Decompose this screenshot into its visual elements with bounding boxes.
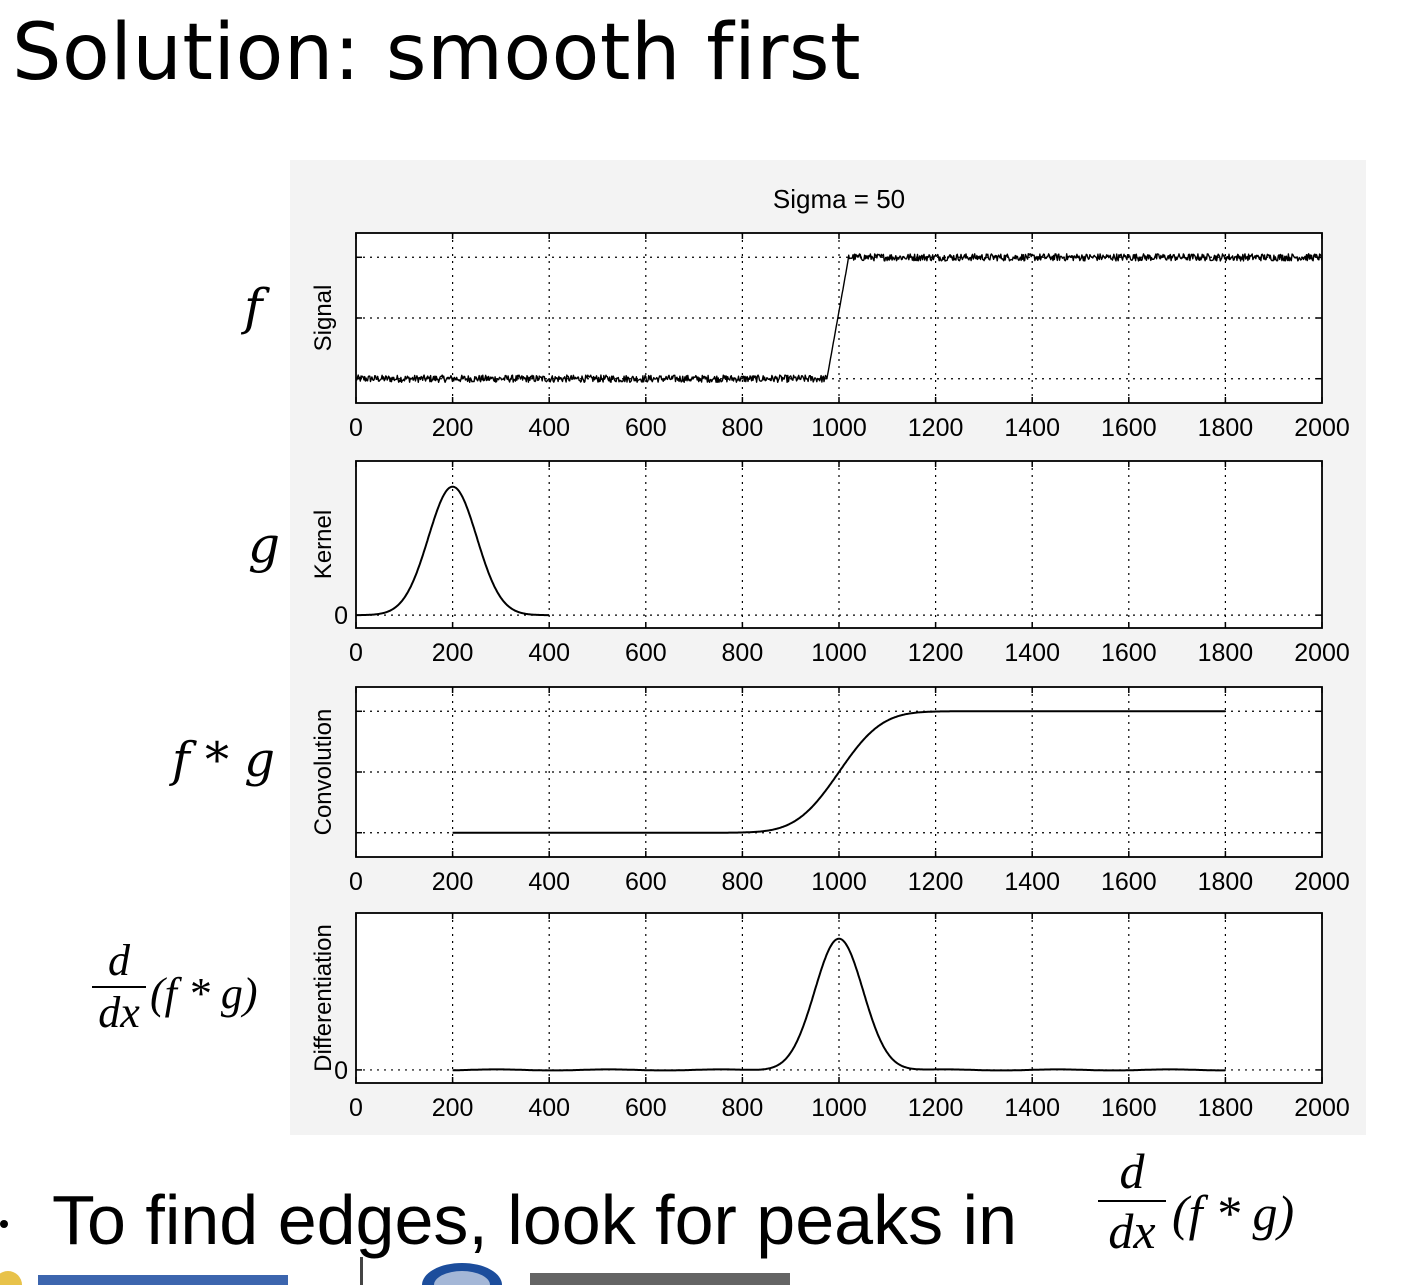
bullet-dot bbox=[0, 1220, 8, 1228]
y-axis-label: Kernel bbox=[310, 510, 337, 579]
x-tick-label: 1800 bbox=[1198, 868, 1254, 896]
y-axis-label: Differentiation bbox=[310, 924, 337, 1072]
x-tick-label: 1400 bbox=[1004, 1094, 1060, 1122]
x-tick-label: 800 bbox=[722, 1094, 764, 1122]
footer-logo-strip bbox=[0, 1255, 1414, 1285]
x-tick-label: 1400 bbox=[1004, 414, 1060, 442]
label-derivative-fraction: d dx bbox=[92, 938, 146, 1036]
x-tick-label: 1800 bbox=[1198, 414, 1254, 442]
axes-frame bbox=[355, 232, 1323, 404]
sun-logo-icon bbox=[0, 1271, 22, 1285]
bullet-frac-denominator-dx: dx bbox=[1108, 1203, 1156, 1259]
x-tick-label: 1000 bbox=[811, 868, 867, 896]
x-tick-label: 200 bbox=[432, 414, 474, 442]
slide-title: Solution: smooth first bbox=[12, 8, 862, 98]
axes-background-2 bbox=[356, 461, 1322, 628]
y-axis-label: Convolution bbox=[310, 709, 337, 836]
x-tick-label: 2000 bbox=[1294, 414, 1350, 442]
bullet-fraction-bar bbox=[1098, 1200, 1166, 1202]
x-tick-label: 600 bbox=[625, 868, 667, 896]
series-line-kernel bbox=[356, 485, 550, 617]
axes-frame bbox=[355, 912, 1323, 1084]
axes-frame bbox=[355, 686, 1323, 858]
x-tick-label: 1800 bbox=[1198, 1094, 1254, 1122]
series-line-differentiation bbox=[452, 937, 1226, 1072]
x-tick-label: 1600 bbox=[1101, 868, 1157, 896]
x-tick-label: 1600 bbox=[1101, 414, 1157, 442]
chart-title: Sigma = 50 bbox=[773, 184, 905, 214]
bullet-text: To find edges, look for peaks in bbox=[52, 1181, 1018, 1259]
x-tick-label: 1200 bbox=[908, 639, 964, 667]
x-tick-label: 1200 bbox=[908, 868, 964, 896]
x-tick-label: 2000 bbox=[1294, 1094, 1350, 1122]
institute-logo-icon bbox=[38, 1275, 288, 1285]
x-tick-label: 400 bbox=[528, 868, 570, 896]
frac-denominator-dx: dx bbox=[98, 988, 140, 1037]
label-f-conv-g: f * g bbox=[172, 732, 276, 788]
x-tick-label: 1400 bbox=[1004, 868, 1060, 896]
bullet-derivative-expr: (f * g) bbox=[1172, 1185, 1295, 1241]
university-name-logo-icon bbox=[530, 1273, 790, 1285]
x-tick-label: 400 bbox=[528, 1094, 570, 1122]
y-axis-label: Signal bbox=[310, 285, 337, 352]
x-tick-label: 0 bbox=[349, 1094, 363, 1122]
x-tick-label: 1000 bbox=[811, 1094, 867, 1122]
label-derivative-expr: (f * g) bbox=[150, 969, 258, 1018]
x-tick-label: 400 bbox=[528, 639, 570, 667]
x-tick-label: 1600 bbox=[1101, 639, 1157, 667]
x-tick-label: 2000 bbox=[1294, 868, 1350, 896]
x-tick-label: 1200 bbox=[908, 414, 964, 442]
y-tick-label: 0 bbox=[334, 602, 348, 630]
frac-numerator-d: d bbox=[108, 936, 130, 985]
x-tick-label: 2000 bbox=[1294, 639, 1350, 667]
x-tick-label: 1000 bbox=[811, 639, 867, 667]
x-tick-label: 200 bbox=[432, 868, 474, 896]
x-tick-label: 0 bbox=[349, 639, 363, 667]
axes-frame bbox=[355, 460, 1323, 629]
x-tick-label: 800 bbox=[722, 414, 764, 442]
bullet-derivative-fraction: d dx bbox=[1098, 1144, 1166, 1258]
series-line-convolution bbox=[452, 710, 1226, 834]
x-tick-label: 600 bbox=[625, 639, 667, 667]
bullet-frac-numerator-d: d bbox=[1119, 1143, 1145, 1199]
x-tick-label: 200 bbox=[432, 639, 474, 667]
x-tick-label: 1000 bbox=[811, 414, 867, 442]
x-tick-label: 0 bbox=[349, 868, 363, 896]
label-f: f bbox=[244, 278, 263, 336]
x-tick-label: 600 bbox=[625, 1094, 667, 1122]
x-tick-label: 0 bbox=[349, 414, 363, 442]
x-tick-label: 600 bbox=[625, 414, 667, 442]
x-tick-label: 1200 bbox=[908, 1094, 964, 1122]
logo-divider-icon bbox=[360, 1257, 363, 1285]
x-tick-label: 1800 bbox=[1198, 639, 1254, 667]
x-tick-label: 800 bbox=[722, 868, 764, 896]
series-line-signal bbox=[355, 253, 1323, 383]
fraction-bar bbox=[92, 986, 146, 988]
x-tick-label: 1600 bbox=[1101, 1094, 1157, 1122]
x-tick-label: 1400 bbox=[1004, 639, 1060, 667]
y-tick-label: 0 bbox=[334, 1057, 348, 1085]
x-tick-label: 200 bbox=[432, 1094, 474, 1122]
label-g: g bbox=[248, 516, 281, 574]
x-tick-label: 800 bbox=[722, 639, 764, 667]
x-tick-label: 400 bbox=[528, 414, 570, 442]
